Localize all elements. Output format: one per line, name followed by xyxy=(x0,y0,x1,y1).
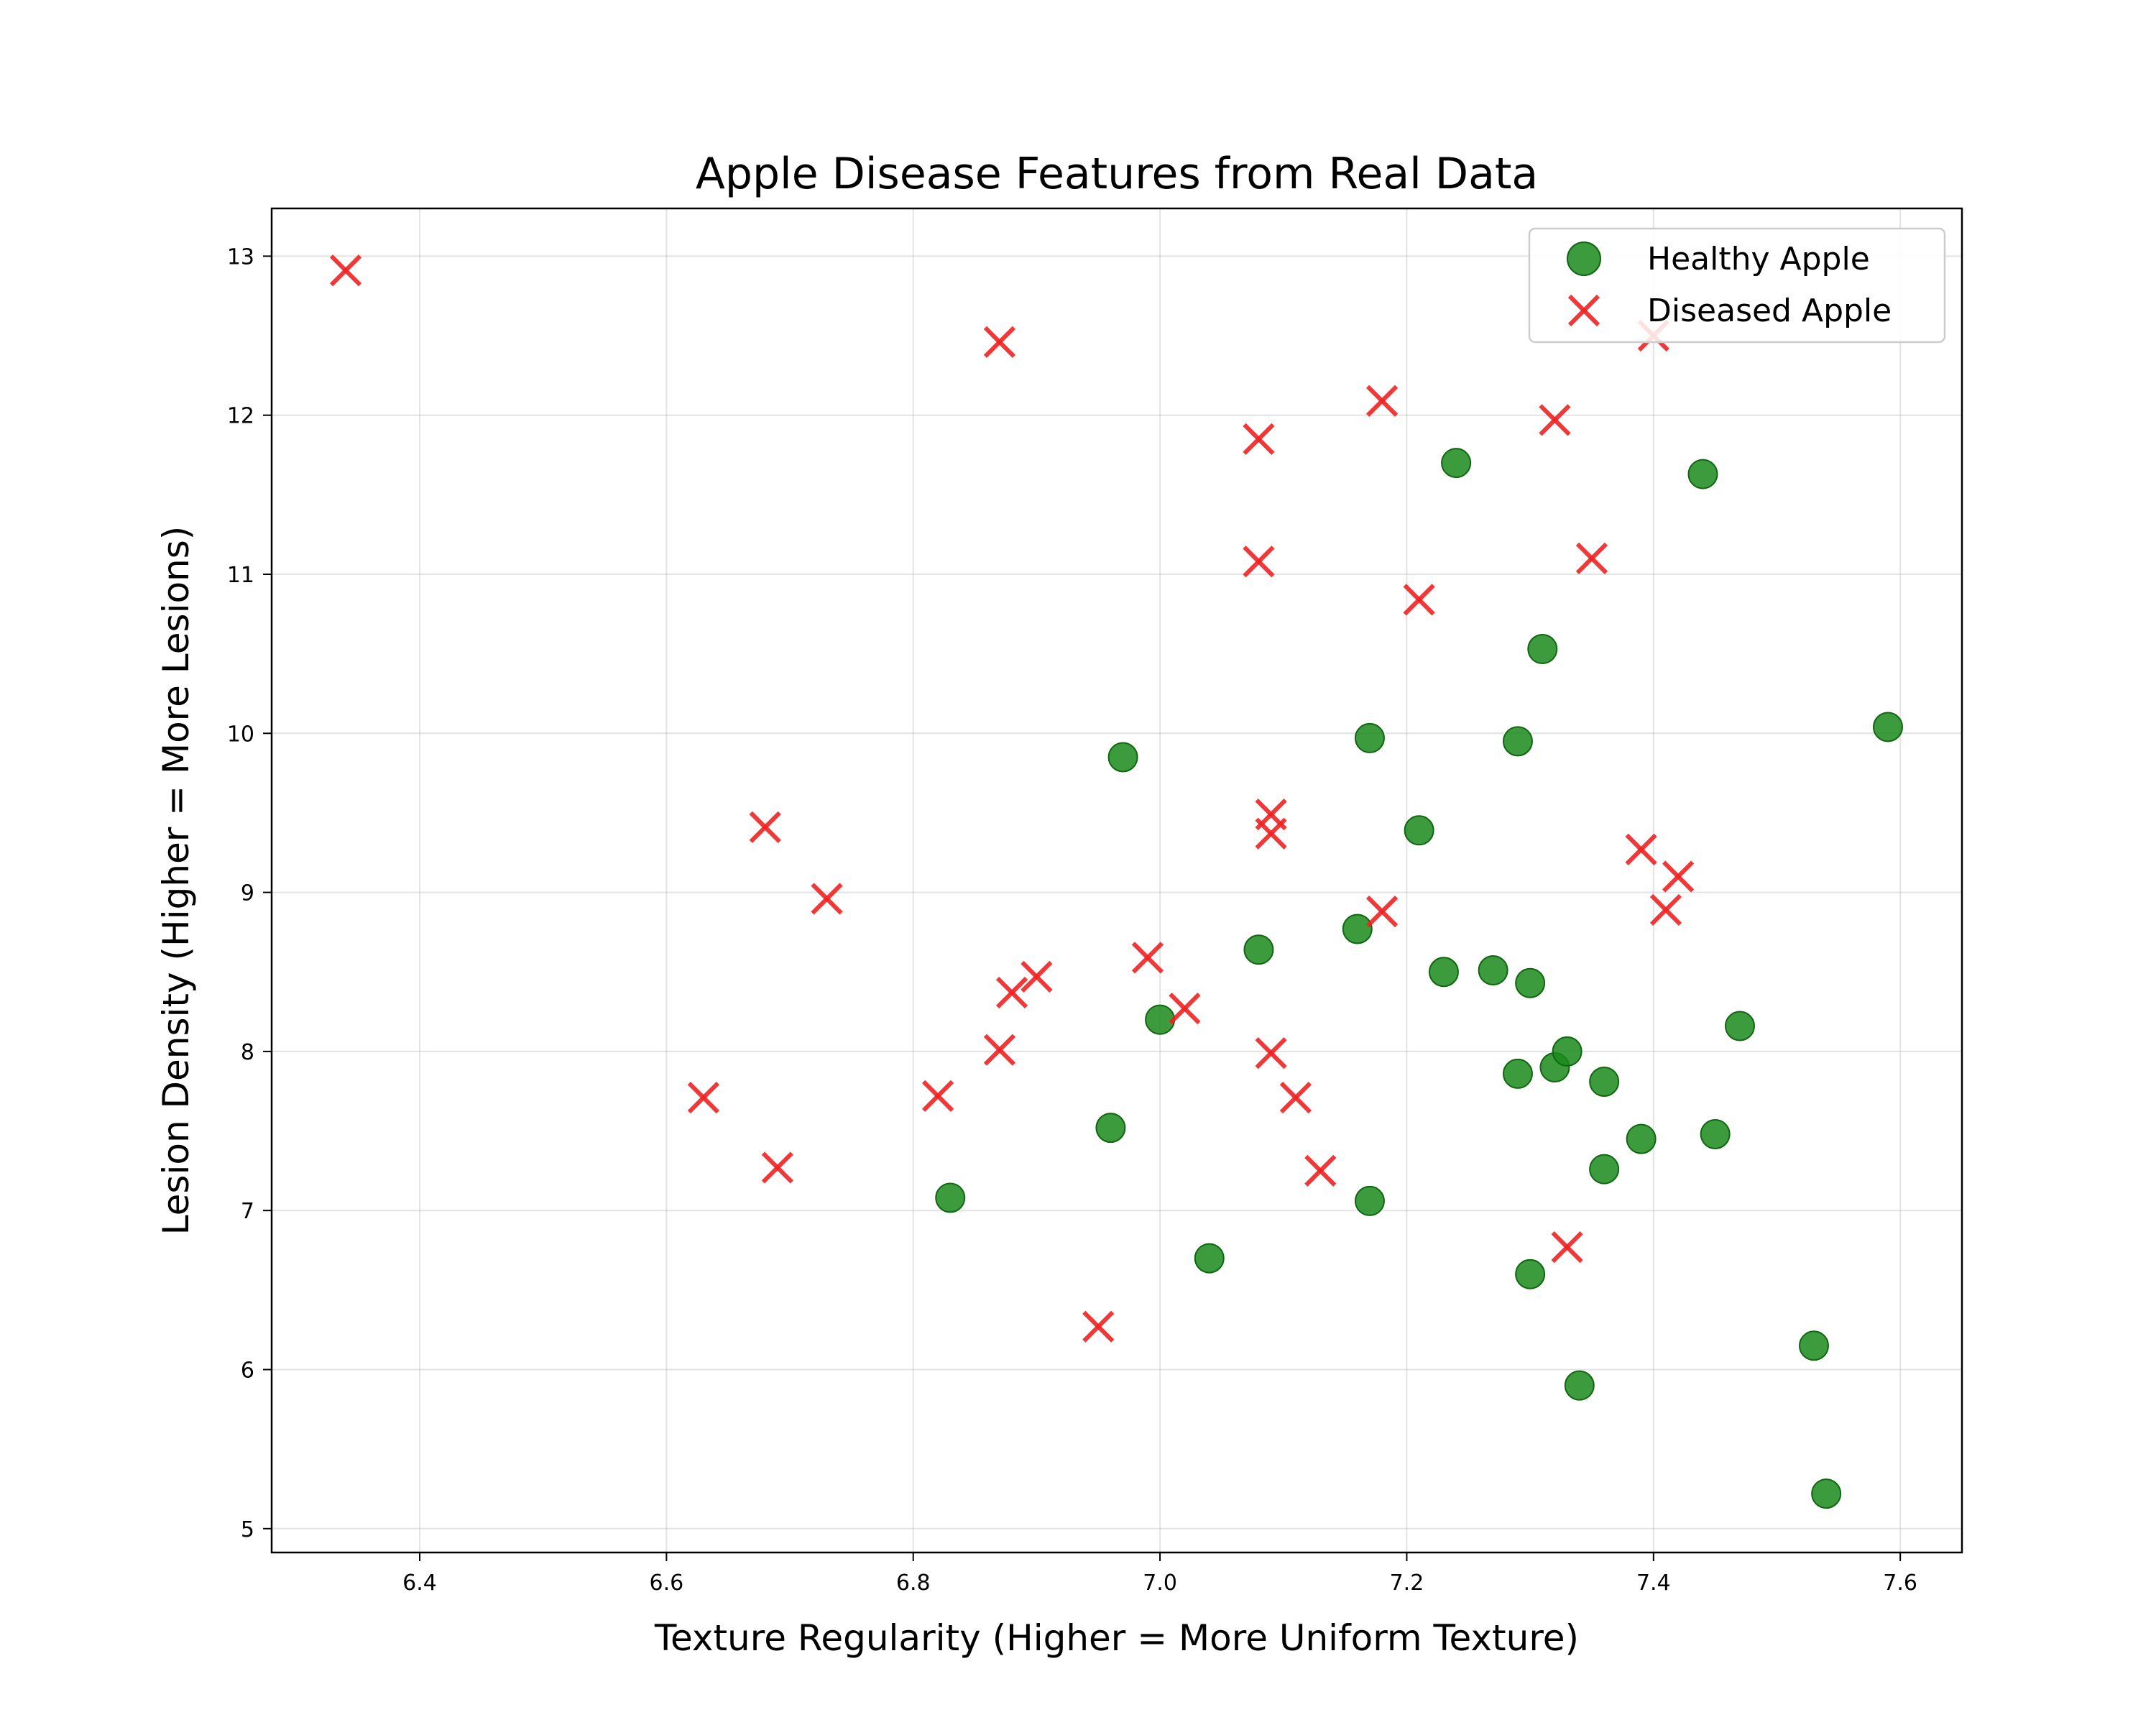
diseased-point xyxy=(1131,942,1164,974)
y-tick-label: 10 xyxy=(227,722,254,747)
healthy-point xyxy=(1404,815,1434,846)
healthy-point xyxy=(1478,955,1508,986)
healthy-point xyxy=(1107,742,1138,773)
healthy-point xyxy=(1515,967,1546,998)
diseased-point xyxy=(329,254,362,287)
x-axis-ticks: 6.4 6.6 6.8 7.0 7.2 7.4 7.6 xyxy=(402,1552,1917,1596)
healthy-point xyxy=(1589,1066,1620,1097)
diseased-point xyxy=(1575,542,1608,574)
healthy-point xyxy=(1626,1123,1657,1154)
healthy-point xyxy=(1354,722,1385,753)
healthy-point xyxy=(1515,1259,1546,1289)
diseased-point xyxy=(1255,1036,1287,1070)
y-tick-label: 9 xyxy=(241,881,254,906)
y-tick-label: 11 xyxy=(227,563,254,588)
diseased-point xyxy=(1365,896,1399,928)
healthy-point xyxy=(1564,1370,1595,1401)
healthy-point xyxy=(1527,634,1558,665)
healthy-point xyxy=(1194,1243,1225,1274)
diseased-point xyxy=(811,883,843,915)
x-tick-label: 7.0 xyxy=(1143,1570,1177,1596)
y-tick-label: 5 xyxy=(241,1517,254,1542)
data-points xyxy=(329,254,1903,1509)
healthy-point xyxy=(1095,1113,1126,1144)
healthy-point xyxy=(935,1182,966,1213)
healthy-point xyxy=(1700,1118,1731,1149)
healthy-point xyxy=(1811,1478,1842,1509)
healthy-point xyxy=(1552,1036,1583,1067)
healthy-point xyxy=(1872,712,1903,742)
diseased-point xyxy=(761,1151,794,1184)
x-tick-label: 7.2 xyxy=(1390,1570,1424,1596)
diseased-point xyxy=(1662,860,1695,893)
y-tick-label: 6 xyxy=(241,1358,254,1384)
diseased-point xyxy=(1243,546,1275,578)
diseased-point xyxy=(1625,833,1657,865)
y-axis-ticks: 5 6 7 8 9 10 11 12 13 xyxy=(227,244,272,1542)
healthy-point xyxy=(1502,726,1533,757)
healthy-point xyxy=(1342,914,1373,944)
diseased-point xyxy=(1082,1310,1115,1343)
legend-marker-diseased xyxy=(1567,294,1600,327)
diseased-point xyxy=(1021,960,1053,993)
y-axis-label: Lesion Density (Higher = More Lesions) xyxy=(155,526,197,1236)
legend-marker-healthy xyxy=(1567,242,1601,276)
x-tick-label: 6.8 xyxy=(896,1570,931,1596)
diseased-point xyxy=(1279,1081,1312,1114)
healthy-point xyxy=(1589,1154,1620,1184)
x-tick-label: 7.4 xyxy=(1636,1570,1671,1596)
healthy-point xyxy=(1441,448,1472,479)
healthy-point xyxy=(1687,459,1718,489)
x-tick-label: 6.4 xyxy=(402,1570,437,1596)
diseased-point xyxy=(921,1080,954,1112)
diseased-point xyxy=(687,1081,719,1114)
diseased-point xyxy=(1365,385,1399,417)
chart-title: Apple Disease Features from Real Data xyxy=(696,149,1538,199)
legend-box xyxy=(1528,227,1946,344)
healthy-point xyxy=(1798,1330,1829,1361)
diseased-point xyxy=(749,811,781,843)
diseased-point xyxy=(1255,817,1287,850)
healthy-point xyxy=(1724,1011,1755,1041)
healthy-point xyxy=(1502,1058,1533,1089)
diseased-point xyxy=(995,976,1028,1009)
diseased-point xyxy=(1649,893,1682,926)
y-tick-label: 12 xyxy=(227,404,254,429)
diseased-point xyxy=(1169,993,1201,1025)
healthy-point xyxy=(1428,957,1459,988)
y-tick-label: 13 xyxy=(227,244,254,270)
diseased-point xyxy=(1304,1154,1337,1187)
x-axis-label: Texture Regularity (Higher = More Unifor… xyxy=(654,1617,1579,1659)
x-tick-label: 6.6 xyxy=(650,1570,684,1596)
legend-label-healthy: Healthy Apple xyxy=(1647,241,1870,277)
diseased-point xyxy=(1243,423,1275,456)
diseased-point xyxy=(1551,1230,1583,1264)
diseased-point xyxy=(983,1034,1016,1066)
diseased-point xyxy=(1539,404,1571,436)
healthy-point xyxy=(1145,1004,1176,1035)
diseased-point xyxy=(1403,584,1435,616)
legend-label-diseased: Diseased Apple xyxy=(1647,293,1892,329)
plot-area-frame xyxy=(270,207,1963,1554)
grid-lines xyxy=(272,208,1962,1552)
healthy-point xyxy=(1354,1185,1385,1216)
healthy-point xyxy=(1243,934,1274,965)
y-tick-label: 7 xyxy=(241,1199,254,1224)
x-tick-label: 7.6 xyxy=(1883,1570,1917,1596)
y-tick-label: 8 xyxy=(241,1040,254,1065)
legend: Healthy Apple Diseased Apple xyxy=(1528,227,1946,344)
diseased-point xyxy=(983,326,1016,359)
